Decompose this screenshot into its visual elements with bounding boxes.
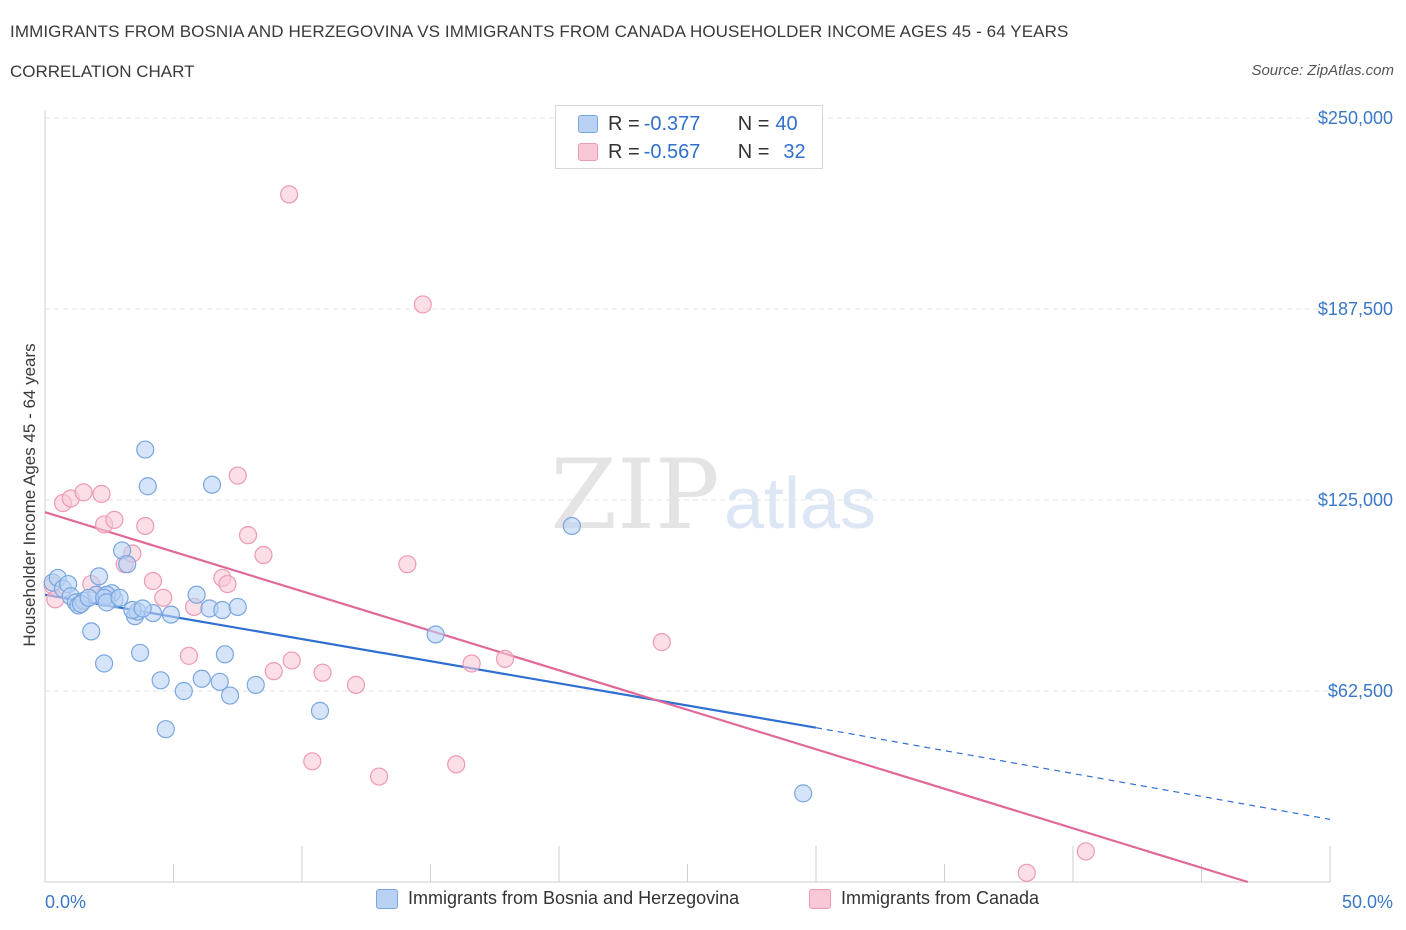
legend-r-value: -0.567 (643, 140, 701, 163)
chart-title: IMMIGRANTS FROM BOSNIA AND HERZEGOVINA V… (10, 22, 1069, 41)
correlation-legend: R = -0.377 N = 40 R = -0.567 N = 32 (555, 105, 823, 169)
point-canada (313, 663, 332, 682)
point-bosnia (89, 567, 109, 586)
legend-swatch-canada (809, 888, 831, 909)
legend-r-value: -0.377 (643, 112, 701, 135)
legend-label-bosnia: Immigrants from Bosnia and Herzegovina (408, 888, 740, 908)
point-bosnia (202, 475, 222, 494)
point-bosnia (187, 585, 206, 604)
point-bosnia (161, 605, 181, 624)
point-canada (228, 466, 247, 485)
point-canada (218, 574, 237, 594)
point-canada (154, 588, 173, 607)
watermark: ZIP atlas (550, 439, 876, 551)
y-axis-label: Householder Income Ages 45 - 64 years (20, 343, 39, 647)
point-canada (238, 526, 258, 545)
point-canada (346, 675, 366, 694)
point-bosnia (246, 675, 265, 694)
legend-n-value: 32 (783, 140, 806, 163)
point-bosnia (174, 681, 193, 701)
point-canada (254, 545, 273, 565)
point-canada (74, 483, 93, 502)
point-bosnia (156, 720, 175, 739)
watermark-atlas: atlas (724, 464, 876, 544)
point-bosnia (215, 645, 234, 664)
point-canada (1076, 842, 1095, 861)
point-canada (280, 185, 299, 204)
point-canada (652, 633, 671, 652)
point-bosnia (82, 622, 101, 641)
point-bosnia (310, 701, 330, 720)
point-canada (282, 651, 301, 670)
point-bosnia (151, 671, 170, 690)
legend-r-label: R = (608, 140, 640, 163)
y-tick-label: $62,500 (1328, 681, 1393, 701)
watermark-zip: ZIP (550, 439, 719, 551)
trend-line-canada (44, 511, 1249, 884)
y-tick-label: $250,000 (1318, 108, 1393, 128)
point-canada (143, 571, 163, 591)
point-bosnia (562, 516, 581, 536)
legend-n-label: N = (737, 112, 770, 135)
point-canada (105, 510, 124, 529)
point-bosnia (220, 686, 240, 705)
point-bosnia (426, 625, 445, 644)
x-tick-label-max: 50.0% (1342, 892, 1393, 912)
legend-item-bosnia: Immigrants from Bosnia and Herzegovina (376, 888, 739, 909)
point-canada (264, 662, 283, 681)
point-canada (136, 516, 155, 536)
legend-n-value: 40 (775, 112, 798, 135)
series-legend: Immigrants from Bosnia and Herzegovina I… (0, 888, 1406, 916)
x-tick-label-min: 0.0% (45, 892, 86, 912)
legend-label-canada: Immigrants from Canada (841, 888, 1040, 908)
point-bosnia (192, 669, 211, 688)
tick-labels: $62,500 $125,000 $187,500 $250,000 0.0% 50.0% (45, 108, 1393, 912)
point-bosnia (79, 588, 98, 607)
point-canada (447, 755, 466, 774)
point-bosnia (110, 588, 129, 607)
point-bosnia (95, 654, 114, 673)
point-bosnia (138, 477, 157, 496)
point-canada (495, 649, 515, 669)
point-canada (370, 767, 389, 786)
point-bosnia (118, 555, 137, 574)
legend-swatch-canada (578, 143, 598, 161)
legend-row-canada: R = -0.567 N = 32 (578, 140, 806, 164)
legend-item-canada: Immigrants from Canada (809, 888, 1039, 909)
y-tick-label: $187,500 (1318, 299, 1393, 319)
point-canada (413, 295, 432, 314)
y-tick-label: $125,000 (1318, 490, 1393, 510)
point-canada (462, 654, 481, 673)
point-bosnia (133, 599, 152, 618)
point-canada (92, 484, 111, 503)
data-points (43, 185, 1095, 882)
point-bosnia (136, 440, 155, 459)
point-bosnia (130, 643, 150, 662)
legend-swatch-bosnia (578, 115, 598, 133)
point-canada (398, 555, 417, 574)
point-canada (179, 646, 199, 665)
point-canada (1017, 863, 1036, 882)
legend-n-label: N = (737, 140, 770, 163)
point-bosnia (210, 672, 229, 691)
legend-r-label: R = (608, 112, 640, 135)
chart-subtitle: CORRELATION CHART (10, 62, 195, 81)
point-bosnia (228, 597, 247, 617)
source-credit: Source: ZipAtlas.com (1251, 62, 1394, 79)
legend-swatch-bosnia (376, 888, 398, 909)
axes (44, 110, 1331, 883)
point-bosnia (213, 600, 232, 620)
point-canada (303, 752, 322, 771)
legend-row-bosnia: R = -0.377 N = 40 (578, 112, 798, 136)
point-bosnia (794, 784, 813, 803)
